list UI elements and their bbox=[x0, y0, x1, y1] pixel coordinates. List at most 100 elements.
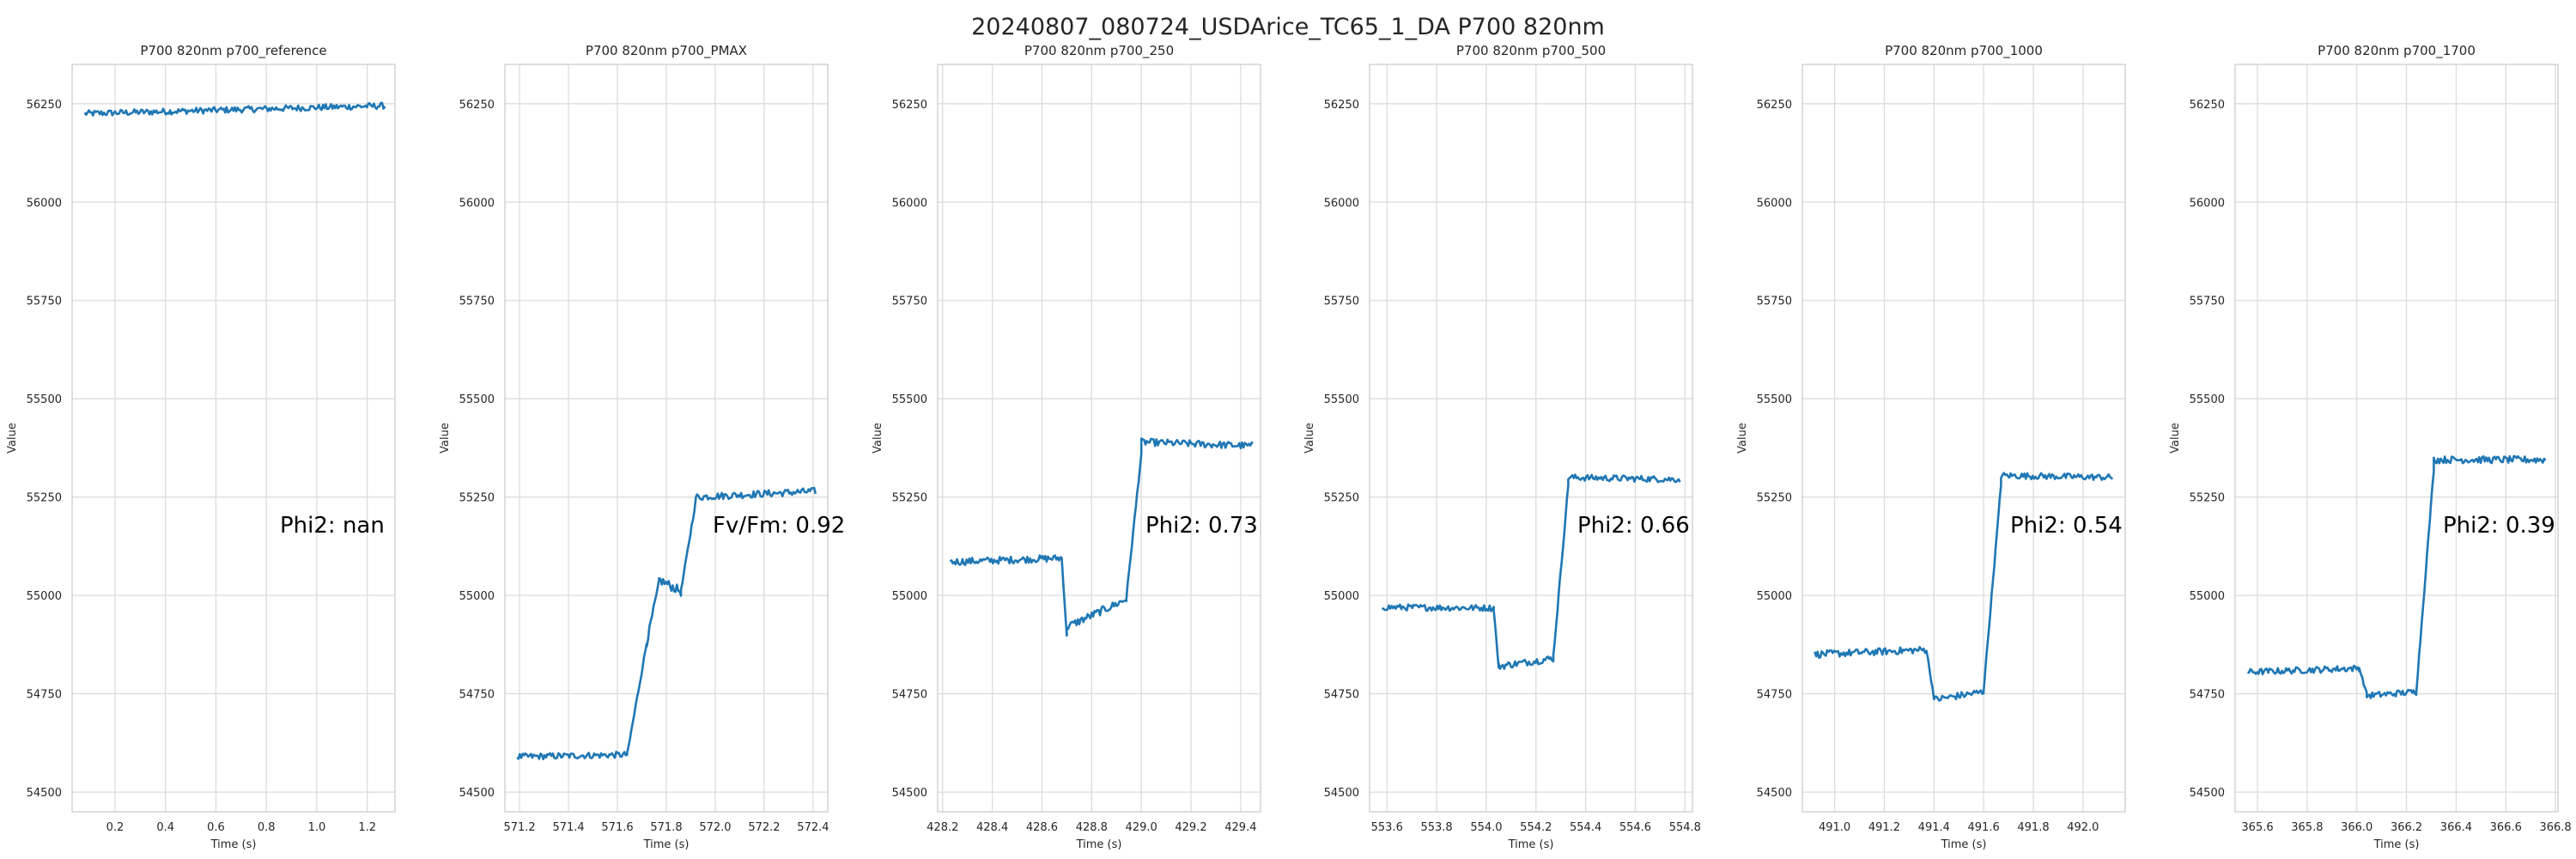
phi2-annotation: Fv/Fm: 0.92 bbox=[713, 513, 845, 539]
series-line bbox=[2247, 454, 2547, 700]
y-tick-label: 56000 bbox=[459, 197, 495, 210]
y-tick-label: 55500 bbox=[892, 393, 927, 406]
y-tick-label: 55250 bbox=[27, 492, 62, 505]
phi2-annotation: Phi2: 0.39 bbox=[2443, 513, 2555, 539]
subplot-title: P700 820nm p700_250 bbox=[1024, 43, 1174, 59]
phi2-annotation: Phi2: 0.66 bbox=[1577, 513, 1690, 539]
x-tick-label: 0.4 bbox=[156, 821, 174, 834]
y-tick-label: 54500 bbox=[1324, 787, 1359, 800]
x-tick-label: 366.8 bbox=[2539, 821, 2571, 834]
x-tick-label: 365.6 bbox=[2241, 821, 2273, 834]
axes-frame bbox=[1801, 64, 2126, 813]
y-tick-label: 55000 bbox=[459, 590, 495, 603]
subplot-grid: 0.2 0.4 0.6 0.8 1.0 1.25450054750550005525055… bbox=[6, 43, 2572, 851]
y-tick-label: 55750 bbox=[27, 295, 62, 308]
y-tick-label: 54750 bbox=[27, 689, 62, 702]
x-tick-label: 1.2 bbox=[358, 821, 376, 834]
y-tick-label: 55750 bbox=[2190, 295, 2225, 308]
x-tick-label: 1.0 bbox=[308, 821, 326, 834]
x-tick-label: 0.2 bbox=[106, 821, 125, 834]
y-axis-label: Value bbox=[6, 423, 19, 454]
y-tick-label: 55250 bbox=[459, 492, 495, 505]
subplot-1: 0.2 0.4 0.6 0.8 1.0 1.2 54500 54750 55000 55250 55… bbox=[6, 43, 396, 851]
y-tick-label: 54750 bbox=[1757, 689, 1792, 702]
subplot-5: 491.0 491.2 491.4 491.6 491.8 492.0 54500 54750… bbox=[1736, 43, 2126, 851]
x-tick-label: 0.8 bbox=[258, 821, 276, 834]
x-tick-label: 554.6 bbox=[1619, 821, 1651, 834]
y-tick-label: 55000 bbox=[27, 590, 62, 603]
subplot-title: P700 820nm p700_1700 bbox=[2318, 43, 2476, 59]
y-tick-label: 55750 bbox=[1324, 295, 1359, 308]
y-tick-label: 56250 bbox=[1757, 99, 1792, 112]
y-tick-label: 56000 bbox=[1757, 197, 1792, 210]
series-line bbox=[516, 486, 817, 761]
series-line bbox=[1814, 472, 2113, 702]
y-tick-label: 56250 bbox=[459, 99, 495, 112]
phi2-annotation: Phi2: 0.54 bbox=[2010, 513, 2123, 539]
x-tick-label: 553.8 bbox=[1420, 821, 1452, 834]
y-tick-label: 54750 bbox=[1324, 689, 1359, 702]
x-tick-label: 366.4 bbox=[2440, 821, 2472, 834]
y-tick-label: 55000 bbox=[2190, 590, 2225, 603]
y-tick-label: 54500 bbox=[892, 787, 927, 800]
x-tick-label: 554.2 bbox=[1520, 821, 1552, 834]
x-tick-label: 491.4 bbox=[1918, 821, 1950, 834]
x-axis-label: Time (s) bbox=[1941, 838, 1987, 851]
y-tick-label: 55250 bbox=[892, 492, 927, 505]
y-tick-label: 55500 bbox=[27, 393, 62, 406]
y-axis-label: Value bbox=[439, 423, 452, 454]
subplot-title: P700 820nm p700_500 bbox=[1456, 43, 1606, 59]
y-axis-label: Value bbox=[1736, 423, 1749, 454]
y-tick-label: 56250 bbox=[27, 99, 62, 112]
x-tick-label: 572.2 bbox=[748, 821, 780, 834]
x-tick-label: 366.0 bbox=[2341, 821, 2372, 834]
x-tick-label: 572.0 bbox=[699, 821, 731, 834]
subplot-6: 365.6 365.8 366.0 366.2 366.4 366.6 366.8 54500… bbox=[2169, 43, 2572, 851]
x-axis-label: Time (s) bbox=[210, 838, 257, 851]
subplot-title: P700 820nm p700_1000 bbox=[1885, 43, 2043, 59]
x-tick-label: 0.6 bbox=[207, 821, 225, 834]
x-tick-label: 571.4 bbox=[552, 821, 584, 834]
y-axis-label: Value bbox=[2169, 423, 2182, 454]
y-tick-label: 55250 bbox=[1324, 492, 1359, 505]
x-tick-label: 491.2 bbox=[1868, 821, 1900, 834]
x-tick-label: 554.8 bbox=[1669, 821, 1701, 834]
subplot-4: 553.6 553.8 554.0 554.2 554.4 554.6 554.8 54500… bbox=[1303, 43, 1701, 851]
y-tick-label: 54750 bbox=[2190, 689, 2225, 702]
x-tick-label: 491.8 bbox=[2017, 821, 2049, 834]
x-tick-label: 492.0 bbox=[2067, 821, 2099, 834]
x-tick-label: 553.6 bbox=[1371, 821, 1403, 834]
y-tick-label: 56000 bbox=[892, 197, 927, 210]
y-tick-label: 56000 bbox=[2190, 197, 2225, 210]
x-tick-label: 554.0 bbox=[1470, 821, 1502, 834]
y-tick-label: 55000 bbox=[1324, 590, 1359, 603]
x-tick-label: 366.6 bbox=[2490, 821, 2522, 834]
x-tick-label: 428.4 bbox=[976, 821, 1008, 834]
x-tick-label: 571.6 bbox=[601, 821, 633, 834]
y-tick-label: 54500 bbox=[2190, 787, 2225, 800]
y-axis-label: Value bbox=[872, 423, 884, 454]
x-axis-label: Time (s) bbox=[2373, 838, 2420, 851]
phi2-annotation: Phi2: 0.73 bbox=[1145, 513, 1258, 539]
x-axis-label: Time (s) bbox=[1508, 838, 1554, 851]
axes-frame bbox=[2234, 64, 2559, 813]
x-tick-label: 428.2 bbox=[927, 821, 958, 834]
x-tick-label: 366.2 bbox=[2391, 821, 2422, 834]
x-tick-label: 429.0 bbox=[1126, 821, 1157, 834]
y-tick-label: 55000 bbox=[1757, 590, 1792, 603]
y-tick-label: 54500 bbox=[459, 787, 495, 800]
x-tick-label: 491.6 bbox=[1968, 821, 2000, 834]
subplot-3: 428.2 428.4 428.6 428.8 429.0 429.2 429.4 54500… bbox=[872, 43, 1261, 851]
y-tick-label: 55500 bbox=[1757, 393, 1792, 406]
axes-frame bbox=[504, 64, 829, 813]
phi2-annotation: Phi2: nan bbox=[280, 513, 385, 539]
x-axis-label: Time (s) bbox=[643, 838, 690, 851]
y-tick-label: 56000 bbox=[27, 197, 62, 210]
x-tick-label: 554.4 bbox=[1570, 821, 1601, 834]
y-tick-label: 55500 bbox=[1324, 393, 1359, 406]
axes-frame bbox=[937, 64, 1261, 813]
axes-frame bbox=[1369, 64, 1693, 813]
y-tick-label: 56000 bbox=[1324, 197, 1359, 210]
axes-frame bbox=[71, 64, 396, 813]
